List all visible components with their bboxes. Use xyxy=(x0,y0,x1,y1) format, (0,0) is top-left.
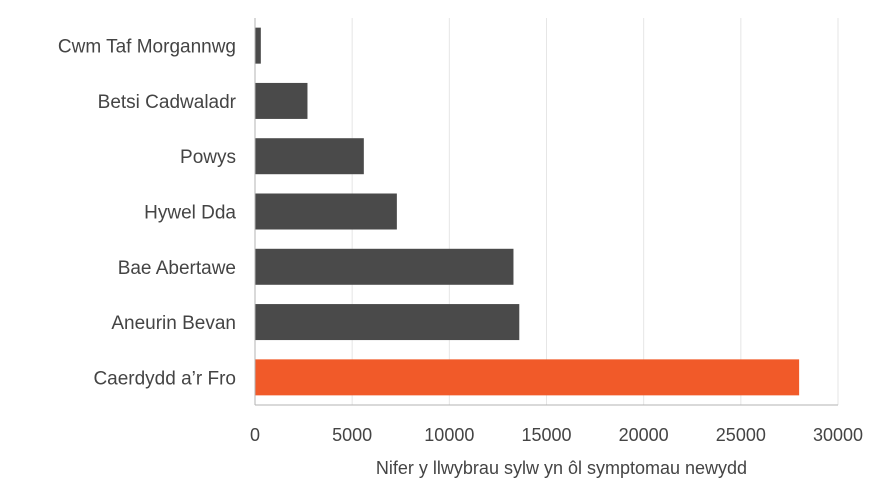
category-label: Betsi Cadwaladr xyxy=(98,92,237,113)
x-tick-label: 10000 xyxy=(424,425,474,445)
x-axis-label: Nifer y llwybrau sylw yn ôl symptomau ne… xyxy=(376,458,747,478)
category-label: Powys xyxy=(180,147,236,168)
category-label: Cwm Taf Morgannwg xyxy=(58,37,236,58)
x-tick-label: 15000 xyxy=(521,425,571,445)
bars xyxy=(255,27,800,396)
x-tick-label: 25000 xyxy=(716,425,766,445)
bar-4 xyxy=(255,193,397,230)
bar-6 xyxy=(255,304,520,341)
bar-3 xyxy=(255,138,364,175)
category-label: Aneurin Bevan xyxy=(111,313,236,334)
x-tick-label: 5000 xyxy=(332,425,372,445)
category-label: Hywel Dda xyxy=(144,203,236,224)
x-tick-labels: 0 5000 10000 15000 20000 25000 30000 xyxy=(250,425,863,445)
bar-5 xyxy=(255,248,514,285)
category-labels: Cwm Taf Morgannwg Betsi Cadwaladr Powys Hyw… xyxy=(58,37,237,390)
gridlines xyxy=(351,18,839,405)
x-tick-label: 30000 xyxy=(813,425,863,445)
bar-1 xyxy=(255,27,261,64)
x-tick-label: 20000 xyxy=(619,425,669,445)
bar-2 xyxy=(255,82,308,119)
bar-7 xyxy=(255,359,800,396)
category-label: Bae Abertawe xyxy=(118,258,236,279)
x-tick-label: 0 xyxy=(250,425,260,445)
category-label: Caerdydd a’r Fro xyxy=(93,368,236,389)
